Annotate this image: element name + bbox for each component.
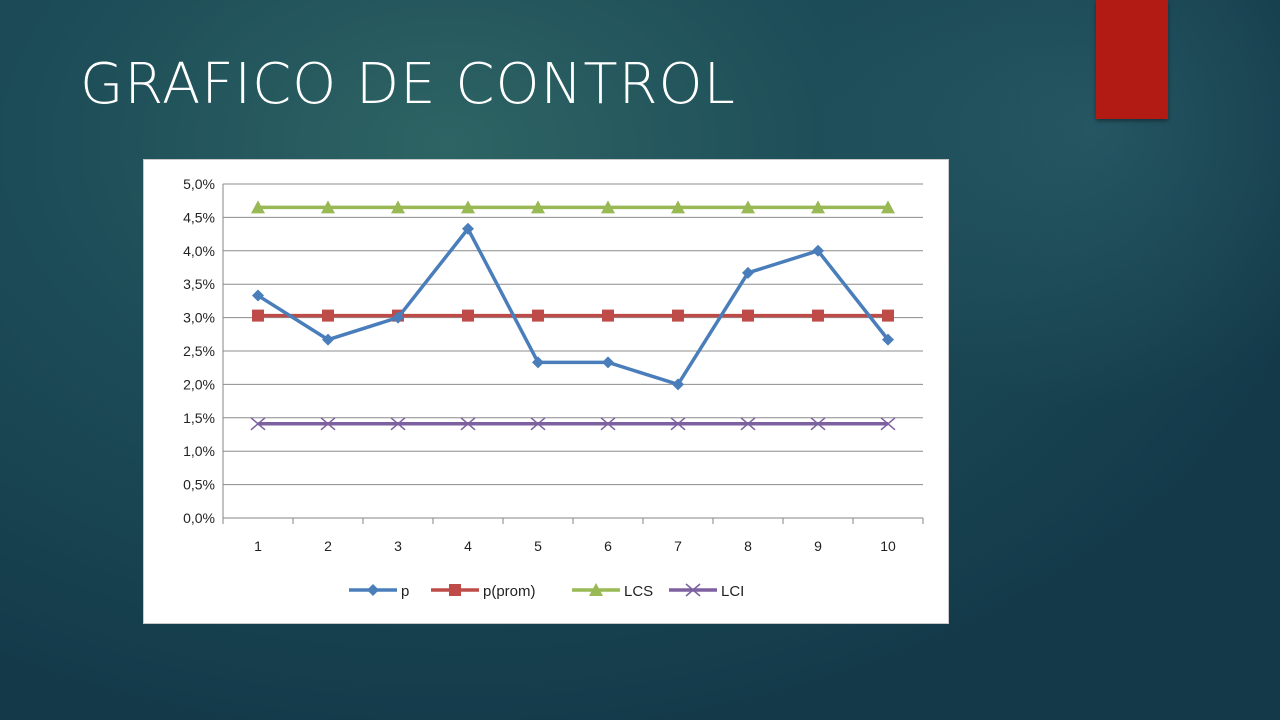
x-tick-label: 3: [394, 538, 402, 554]
chart-container: 0,0% 0,5% 1,0% 1,5% 2,0% 2,5% 3,0% 3,5% 4,0% 4,5%…: [143, 159, 949, 624]
y-tick-label: 2,5%: [183, 343, 215, 359]
y-tick-label: 3,0%: [183, 310, 215, 326]
data-point-lcs: [391, 200, 405, 214]
legend-marker: [589, 583, 603, 596]
data-point-lci: [810, 417, 826, 431]
data-point-p: [532, 356, 544, 369]
data-point-lci: [530, 417, 546, 431]
x-tick-label: 8: [744, 538, 752, 554]
data-point-p: [252, 289, 264, 302]
y-tick-label: 3,5%: [183, 276, 215, 292]
data-point-pprom: [882, 309, 894, 322]
data-point-lcs: [321, 200, 335, 214]
legend-label: p: [401, 583, 409, 600]
data-point-p: [322, 333, 334, 346]
y-tick-label: 1,0%: [183, 443, 215, 459]
data-point-lcs: [601, 200, 615, 214]
data-point-lci: [670, 417, 686, 431]
data-point-p: [672, 378, 684, 391]
data-point-lci: [880, 417, 896, 431]
data-point-lcs: [251, 200, 265, 214]
data-point-pprom: [532, 309, 544, 322]
y-tick-label: 4,5%: [183, 209, 215, 225]
data-point-p: [602, 356, 614, 369]
legend-label: LCI: [721, 583, 744, 600]
data-point-lci: [250, 417, 266, 431]
x-tick-label: 6: [604, 538, 612, 554]
y-tick-label: 0,0%: [183, 510, 215, 526]
data-point-p: [812, 244, 824, 257]
x-tick-label: 7: [674, 538, 682, 554]
x-tick-label: 10: [880, 538, 896, 554]
y-tick-label: 0,5%: [183, 477, 215, 493]
y-tick-label: 1,5%: [183, 410, 215, 426]
data-point-p: [882, 333, 894, 346]
data-point-lci: [460, 417, 476, 431]
legend-label: LCS: [624, 583, 653, 600]
y-tick-label: 5,0%: [183, 176, 215, 192]
legend-marker: [449, 584, 461, 596]
data-point-pprom: [322, 309, 334, 322]
data-point-pprom: [742, 309, 754, 322]
data-point-p: [392, 311, 404, 324]
series-line-p: [257, 227, 890, 387]
data-point-lci: [320, 417, 336, 431]
slide-title: GRAFICO DE CONTROL: [80, 52, 736, 117]
legend-label: p(prom): [483, 583, 536, 600]
accent-bar: [1096, 0, 1168, 119]
data-point-pprom: [812, 309, 824, 322]
control-chart: 0,0% 0,5% 1,0% 1,5% 2,0% 2,5% 3,0% 3,5% 4,0% 4,5%…: [183, 176, 924, 600]
data-point-lcs: [881, 200, 895, 214]
data-point-lcs: [531, 200, 545, 214]
x-tick-label: 5: [534, 538, 542, 554]
x-tick-label: 4: [464, 538, 472, 554]
data-point-lcs: [461, 200, 475, 214]
data-point-pprom: [672, 309, 684, 322]
data-point-lcs: [741, 200, 755, 214]
x-tick-label: 2: [324, 538, 332, 554]
y-tick-label: 2,0%: [183, 376, 215, 392]
data-point-lci: [740, 417, 756, 431]
data-point-pprom: [602, 309, 614, 322]
data-point-lcs: [671, 200, 685, 214]
legend-marker: [367, 584, 379, 596]
x-tick-label: 9: [814, 538, 822, 554]
legend-marker: [685, 583, 701, 597]
data-point-p: [742, 266, 754, 279]
data-point-pprom: [462, 309, 474, 322]
y-tick-label: 4,0%: [183, 243, 215, 259]
data-point-pprom: [252, 309, 264, 322]
data-point-p: [462, 222, 474, 235]
data-point-lcs: [811, 200, 825, 214]
x-tick-label: 1: [254, 538, 262, 554]
data-point-lci: [390, 417, 406, 431]
data-point-lci: [600, 417, 616, 431]
